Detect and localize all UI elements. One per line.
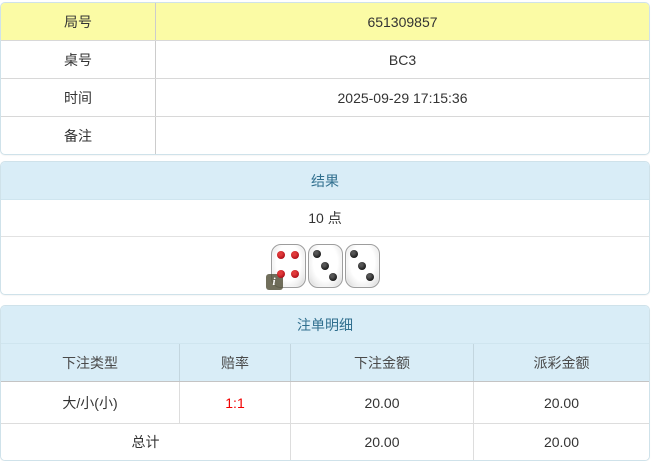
info-row-time: 时间 2025-09-29 17:15:36 xyxy=(1,78,649,116)
die-pip xyxy=(365,272,374,281)
die-pip xyxy=(328,272,337,281)
total-label: 总计 xyxy=(131,434,160,450)
column-odds: 赔率 xyxy=(179,344,290,381)
table-id-label: 桌号 xyxy=(1,41,156,78)
odds-value: 1:1 xyxy=(179,382,290,423)
column-bet-amount: 下注金额 xyxy=(290,344,473,381)
info-row-table-id: 桌号 BC3 xyxy=(1,40,649,78)
result-points: 10 点 xyxy=(1,200,649,237)
die-pip xyxy=(321,261,329,270)
bet-amount-value: 20.00 xyxy=(290,382,473,423)
table-id-value: BC3 xyxy=(388,51,417,68)
time-value: 2025-09-29 17:15:36 xyxy=(337,89,468,106)
time-label: 时间 xyxy=(1,79,156,116)
dice-row: i xyxy=(1,237,649,294)
column-payout-amount: 派彩金额 xyxy=(473,344,649,381)
round-id-value: 651309857 xyxy=(367,13,438,30)
bet-details-header: 注单明细 xyxy=(1,306,649,344)
info-row-remark: 备注 xyxy=(1,116,649,154)
result-panel: 结果 10 点 i xyxy=(0,161,650,295)
result-header: 结果 xyxy=(1,162,649,200)
die-2-icon xyxy=(307,243,343,288)
info-row-round-id: 局号 651309857 xyxy=(1,3,649,40)
table-row: 大/小(小) 1:1 20.00 20.00 xyxy=(1,382,649,424)
die-3-icon xyxy=(344,243,380,288)
game-info-panel: 局号 651309857 桌号 BC3 时间 2025-09-29 17:15:… xyxy=(0,2,650,155)
die-pip xyxy=(276,270,285,279)
round-id-label: 局号 xyxy=(1,3,156,40)
die-pip xyxy=(291,251,300,259)
remark-label: 备注 xyxy=(1,117,156,154)
total-bet-amount: 20.00 xyxy=(290,424,473,460)
total-payout-amount: 20.00 xyxy=(473,424,649,460)
die-pip xyxy=(358,261,366,270)
total-row: 总计 20.00 20.00 xyxy=(1,424,649,460)
die-1-icon: i xyxy=(265,243,306,290)
die-pip xyxy=(350,250,359,259)
die-pip xyxy=(291,270,300,279)
bets-column-header-row: 下注类型 赔率 下注金额 派彩金额 xyxy=(1,344,649,382)
column-bet-type: 下注类型 xyxy=(62,354,118,371)
payout-amount-value: 20.00 xyxy=(473,382,649,423)
die-pip xyxy=(313,250,322,259)
bet-details-panel: 注单明细 下注类型 赔率 下注金额 派彩金额 大/小(小) 1:1 20.00 … xyxy=(0,305,650,461)
bet-type-value: 大/小(小) xyxy=(62,394,118,411)
die-pip xyxy=(276,251,285,259)
